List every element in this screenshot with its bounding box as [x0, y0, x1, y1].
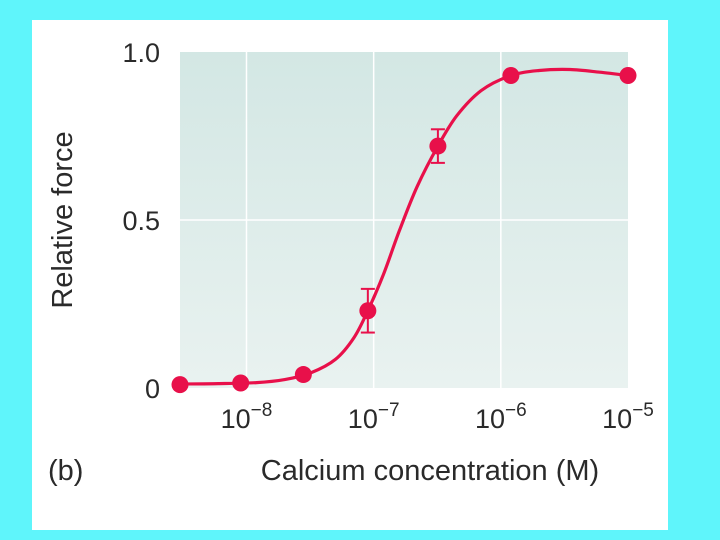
- y-tick-label-1: 0.5: [122, 206, 160, 236]
- data-point-0: [171, 376, 189, 394]
- data-point-2: [294, 366, 312, 384]
- x-tick-label-1: 10−7: [348, 400, 400, 434]
- data-point-6: [619, 67, 637, 85]
- x-axis-title: Calcium concentration (M): [261, 455, 599, 487]
- y-tick-labels: 0 0.5 1.0: [122, 38, 160, 404]
- data-point-3: [359, 302, 377, 320]
- fitted-curve-layer: [178, 67, 630, 386]
- x-tick-labels: 10−8 10−7 10−6 10−5: [221, 400, 654, 434]
- data-point-4: [429, 137, 447, 155]
- data-point-5: [502, 67, 520, 85]
- y-tick-label-2: 1.0: [122, 38, 160, 68]
- relative-force-chart: 00.51.0 10−8 10−7 10−6 10−5 Relative force …: [47, 38, 654, 487]
- panel-label: (b): [48, 455, 83, 487]
- data-points: [171, 67, 637, 394]
- y-axis-title: Relative force: [47, 131, 79, 308]
- x-tick-label-3: 10−5: [602, 400, 654, 434]
- figure-panel: 0 0.5 1.0 10−8 10−7 10−6 10−5 Relative force …: [32, 20, 668, 530]
- x-tick-label-2: 10−6: [475, 400, 527, 434]
- y-tick-label-0: 0: [145, 374, 160, 404]
- x-tick-label-0: 10−8: [221, 400, 273, 434]
- fitted-curve: [178, 67, 630, 386]
- data-point-1: [232, 374, 250, 392]
